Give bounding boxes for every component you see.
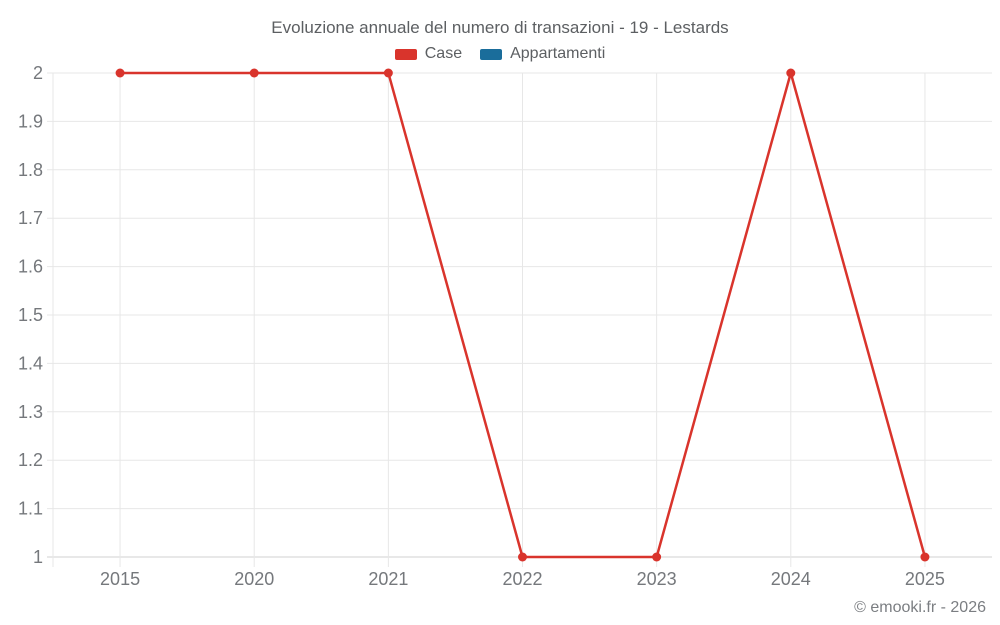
appartamenti-series-swatch-icon: [480, 48, 503, 60]
case-data-point-marker[interactable]: [249, 68, 259, 78]
y-tick-label: 2: [33, 63, 43, 83]
case-data-point-marker[interactable]: [383, 68, 393, 78]
case-data-point-marker[interactable]: [920, 552, 930, 562]
case-series-swatch-icon: [394, 48, 417, 60]
x-tick-label: 2020: [234, 569, 274, 589]
x-tick-label: 2021: [368, 569, 408, 589]
y-tick-label: 1.8: [18, 160, 43, 180]
case-data-point-marker[interactable]: [518, 552, 527, 562]
x-tick-label: 2022: [502, 569, 542, 589]
chart-legend: Case Appartamenti: [0, 45, 1000, 63]
watermark-credit: © emooki.fr - 2026: [854, 599, 986, 616]
y-tick-label: 1.5: [18, 305, 43, 325]
x-tick-label: 2025: [905, 569, 945, 589]
y-tick-label: 1.4: [18, 353, 43, 373]
y-tick-label: 1.7: [18, 208, 43, 228]
chart-title: Evoluzione annuale del numero di transaz…: [271, 18, 729, 37]
x-tick-label: 2023: [637, 569, 677, 589]
legend-label-case: Case: [424, 45, 463, 62]
legend-label-appartamenti: Appartamenti: [510, 45, 606, 62]
case-data-point-marker[interactable]: [115, 68, 125, 78]
y-tick-label: 1.9: [18, 111, 43, 131]
y-tick-label: 1: [33, 547, 43, 567]
y-tick-label: 1.3: [18, 402, 43, 422]
y-tick-label: 1.2: [18, 450, 43, 470]
legend-item-appartamenti[interactable]: Appartamenti: [480, 45, 605, 63]
x-tick-label: 2024: [771, 569, 811, 589]
case-data-point-marker[interactable]: [652, 552, 662, 562]
legend-item-case[interactable]: Case: [394, 45, 463, 63]
y-tick-label: 1.6: [18, 257, 43, 277]
x-tick-label: 2015: [100, 569, 140, 589]
y-tick-label: 1.1: [18, 499, 43, 519]
case-data-point-marker[interactable]: [786, 68, 796, 78]
